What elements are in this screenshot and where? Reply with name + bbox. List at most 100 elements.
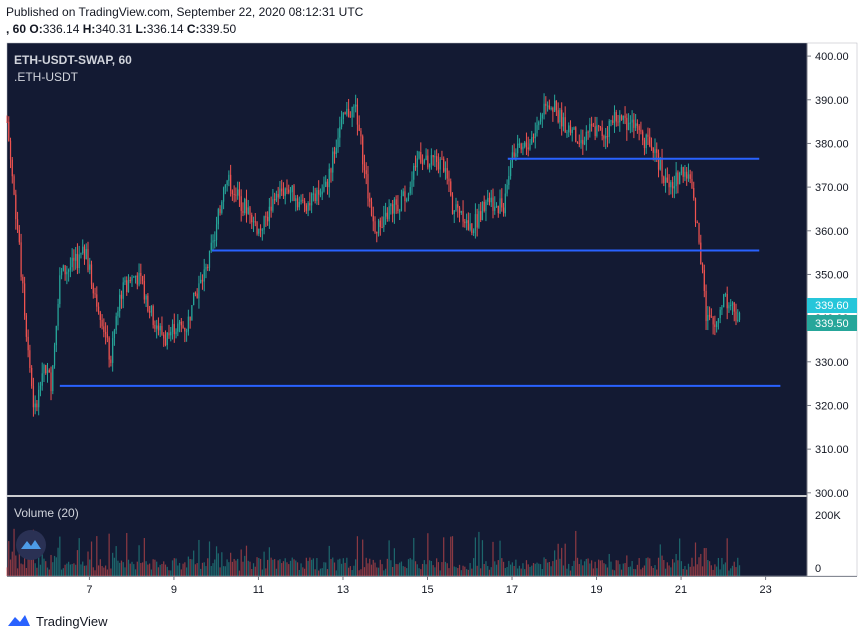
candle-body — [687, 174, 690, 179]
volume-bar — [626, 555, 628, 576]
candle-body — [462, 210, 464, 222]
volume-bar — [13, 528, 15, 576]
candle-body — [182, 325, 184, 328]
price-chart[interactable]: 300.00310.00320.00330.00340.00350.00360.… — [0, 0, 864, 611]
candle-body — [439, 158, 441, 170]
candle-body — [509, 162, 512, 177]
candle-body — [300, 199, 302, 202]
symbol-legend[interactable]: ETH-USDT-SWAP, 60 — [14, 53, 132, 67]
candle-body — [96, 294, 98, 307]
candle-body — [485, 201, 487, 211]
close-label: C: — [186, 22, 200, 36]
volume-bar — [575, 530, 577, 576]
volume-bar — [231, 561, 234, 576]
candle-body — [450, 181, 452, 196]
volume-bar — [191, 559, 193, 576]
candle-body — [161, 325, 163, 335]
volume-bar — [379, 559, 381, 576]
candle-body — [601, 127, 603, 136]
volume-bar — [582, 565, 584, 576]
candle-body — [559, 109, 561, 123]
candle-body — [492, 197, 494, 211]
volume-bar — [680, 561, 683, 576]
candle-body — [80, 253, 82, 255]
volume-bar — [333, 562, 336, 576]
volume-bar — [522, 563, 524, 576]
volume-legend[interactable]: Volume (20) — [14, 506, 79, 520]
candle-body — [536, 125, 538, 134]
volume-bar — [83, 565, 86, 576]
volume-bar — [245, 545, 248, 576]
candle-body — [656, 149, 658, 153]
candle-body — [15, 194, 17, 220]
compare-legend[interactable]: .ETH-USDT — [14, 70, 79, 84]
time-axis[interactable]: 7 9 11 13 15 17 19 21 23 — [86, 576, 772, 596]
volume-bar — [356, 536, 359, 576]
volume-bar — [703, 548, 705, 576]
price-axis[interactable]: 300.00310.00320.00330.00340.00350.00360.… — [807, 51, 849, 500]
candle-body — [314, 193, 316, 202]
candle-body — [150, 306, 153, 313]
volume-bar — [592, 568, 594, 576]
candle-body — [663, 176, 665, 183]
volume-bar — [730, 568, 732, 576]
volume-bar — [436, 558, 438, 576]
volume-bar — [221, 552, 223, 576]
candle-body — [425, 155, 427, 161]
volume-bar — [557, 543, 559, 576]
candle-body — [546, 105, 549, 107]
volume-bar — [138, 545, 140, 576]
volume-bar — [321, 568, 323, 576]
candle-body — [244, 198, 246, 214]
candle-body — [55, 325, 57, 346]
candle-body — [531, 137, 533, 144]
volume-bar — [402, 566, 404, 576]
volume-bar — [673, 562, 675, 576]
volume-bar — [101, 566, 103, 576]
candle-body — [643, 140, 646, 149]
candle-body — [606, 135, 609, 137]
volume-bar — [642, 567, 644, 576]
volume-bar — [48, 569, 50, 576]
volume-bar — [386, 558, 388, 576]
candle-body — [451, 195, 454, 214]
candle-body — [402, 191, 404, 197]
volume-bar — [124, 567, 126, 576]
candle-body — [180, 321, 182, 326]
candle-body — [469, 223, 471, 230]
volume-bar — [525, 560, 528, 576]
close-value: 339.50 — [199, 22, 237, 36]
candle-body — [436, 156, 438, 163]
volume-bar — [671, 559, 674, 576]
tradingview-logo-icon[interactable] — [6, 613, 32, 629]
volume-bar — [707, 559, 709, 576]
last-price-badge — [807, 315, 857, 331]
candle-body — [691, 178, 693, 188]
volume-bar — [465, 569, 468, 576]
volume-bar — [610, 561, 612, 576]
volume-bar — [89, 559, 91, 576]
volume-bar — [141, 562, 144, 576]
volume-bar — [73, 563, 75, 576]
candle-body — [133, 276, 135, 278]
volume-bar — [684, 565, 686, 576]
volume-bar — [624, 563, 626, 576]
volume-bar — [122, 562, 124, 576]
footer-brand[interactable]: TradingView — [36, 613, 108, 629]
volume-bar — [633, 568, 635, 576]
candle-body — [18, 229, 20, 243]
volume-bar — [170, 570, 172, 576]
candle-body — [131, 277, 133, 281]
volume-bar — [420, 569, 422, 576]
candle-body — [698, 222, 700, 243]
volume-bar — [444, 561, 447, 576]
candle-body — [585, 131, 587, 142]
volume-bar — [446, 563, 448, 576]
volume-bar — [29, 545, 31, 576]
volume-bar — [106, 569, 108, 576]
candle-body — [495, 205, 498, 207]
volume-bar — [41, 541, 43, 576]
volume-bar — [561, 547, 563, 576]
horizontal-levels[interactable] — [59, 157, 781, 387]
volume-bar — [110, 568, 112, 576]
